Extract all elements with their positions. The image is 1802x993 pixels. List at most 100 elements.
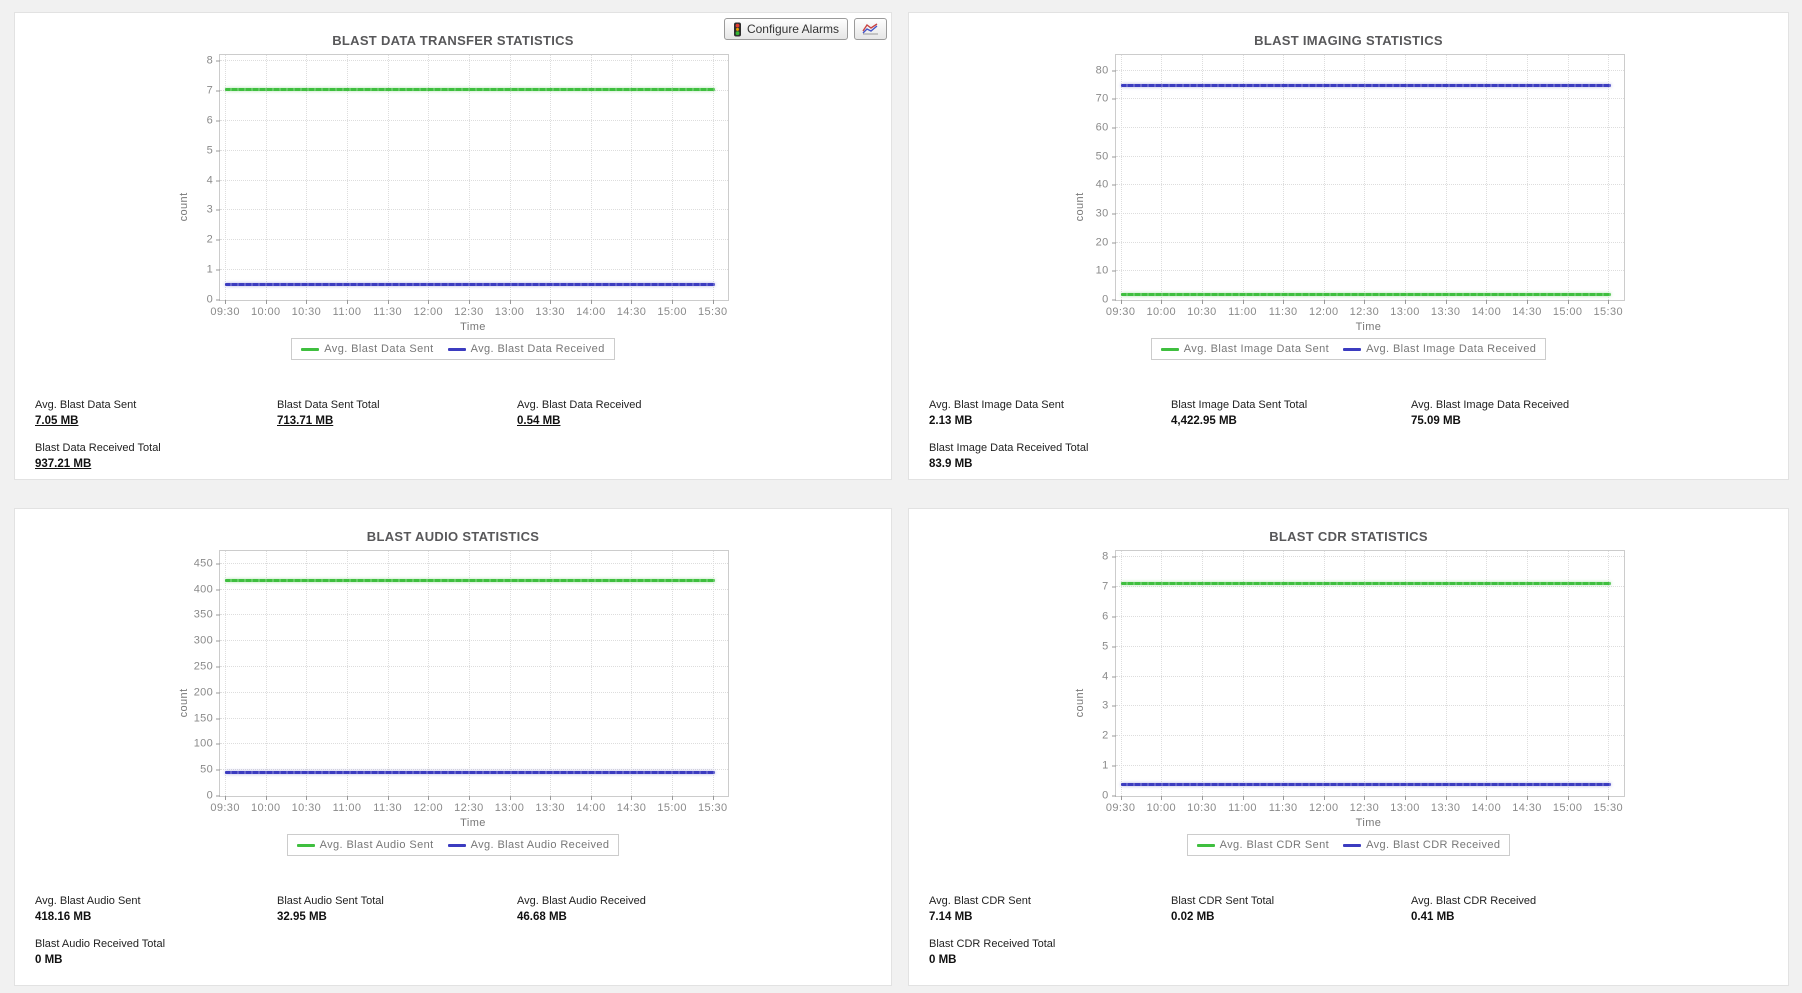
stat-value[interactable]: 713.71 MB bbox=[277, 415, 334, 427]
legend-swatch bbox=[1343, 347, 1362, 351]
stat-value[interactable]: 0.54 MB bbox=[517, 415, 561, 427]
x-tick-label: 09:30 bbox=[210, 802, 240, 814]
y-gridline bbox=[220, 769, 728, 771]
x-gridline bbox=[1161, 551, 1163, 796]
x-tick-label: 10:30 bbox=[291, 802, 322, 814]
x-tick bbox=[1242, 300, 1244, 304]
stat: Blast Image Data Sent Total 4,422.95 MB bbox=[1171, 399, 1411, 427]
stat: Avg. Blast Image Data Sent 2.13 MB bbox=[929, 399, 1171, 427]
panel-blast-cdr: BLAST CDR STATISTICS count 0 1 2 3 4 5 6 7 8 09:3… bbox=[908, 508, 1789, 986]
y-tick bbox=[216, 769, 220, 771]
y-gridline bbox=[1115, 127, 1624, 129]
stat-value: 0 MB bbox=[35, 954, 63, 966]
x-tick bbox=[509, 796, 511, 800]
x-tick bbox=[1242, 796, 1244, 800]
x-axis-label: Time bbox=[1355, 321, 1382, 333]
legend-swatch bbox=[1196, 843, 1215, 847]
chart-plot-area: count 0 1 2 3 4 5 6 7 8 09:30 10:00 10:30 11:00 11:30… bbox=[178, 54, 729, 318]
stat-value[interactable]: 7.05 MB bbox=[35, 415, 79, 427]
x-tick bbox=[1283, 300, 1285, 304]
x-tick bbox=[347, 796, 348, 800]
y-gridline bbox=[220, 640, 728, 642]
x-tick-label: 15:00 bbox=[657, 802, 687, 814]
stat-label: Avg. Blast CDR Sent bbox=[929, 895, 1031, 907]
stat-value: 418.16 MB bbox=[35, 911, 92, 923]
x-tick bbox=[672, 796, 674, 800]
y-tick bbox=[216, 589, 220, 591]
x-tick-label: 14:00 bbox=[576, 306, 606, 318]
y-gridline bbox=[220, 239, 728, 241]
x-gridline bbox=[1364, 551, 1366, 796]
stats-section: Avg. Blast CDR Sent 7.14 MB Blast CDR Sent… bbox=[929, 895, 1768, 966]
x-tick-label: 10:30 bbox=[1187, 802, 1217, 814]
x-tick-label: 11:30 bbox=[1268, 306, 1298, 318]
y-tick bbox=[216, 299, 220, 301]
chart-view-button[interactable] bbox=[854, 18, 887, 40]
legend-entry: Avg. Blast Data Sent bbox=[301, 343, 433, 355]
stats-section: Avg. Blast Data Sent 7.05 MB Blast Data Se… bbox=[35, 399, 871, 470]
x-tick bbox=[306, 300, 308, 304]
legend-box: Avg. Blast CDR Sent Avg. Blast CDR Receiv… bbox=[1186, 834, 1511, 856]
x-tick bbox=[1364, 796, 1366, 800]
stat-label: Avg. Blast Audio Received bbox=[517, 895, 646, 907]
y-gridline bbox=[1115, 184, 1624, 186]
stat: Avg. Blast CDR Sent 7.14 MB bbox=[929, 895, 1171, 923]
x-gridline bbox=[1323, 55, 1325, 300]
chart-legend: Avg. Blast CDR Sent Avg. Blast CDR Receiv… bbox=[1069, 834, 1629, 856]
y-gridline bbox=[220, 691, 728, 693]
x-tick-label: 12:00 bbox=[1309, 306, 1339, 318]
x-gridline bbox=[1445, 551, 1447, 796]
stat-value: 7.14 MB bbox=[929, 911, 973, 923]
stat: Blast CDR Sent Total 0.02 MB bbox=[1171, 895, 1411, 923]
y-tick bbox=[1111, 705, 1116, 707]
stat-value: 83.9 MB bbox=[929, 458, 973, 470]
stat-label: Blast CDR Received Total bbox=[929, 938, 1056, 950]
y-gridline bbox=[1115, 69, 1624, 71]
x-tick-label: 14:30 bbox=[616, 306, 647, 318]
stat-value[interactable]: 937.21 MB bbox=[35, 458, 92, 470]
x-tick-label: 09:30 bbox=[1105, 306, 1136, 318]
y-tick bbox=[216, 692, 220, 694]
y-gridline bbox=[220, 209, 728, 211]
x-tick bbox=[1526, 300, 1528, 304]
x-gridline bbox=[509, 55, 511, 300]
y-tick-label: 3 bbox=[206, 203, 213, 216]
y-tick-label: 7 bbox=[206, 84, 213, 97]
x-gridline bbox=[550, 551, 552, 796]
stat-label: Blast Audio Received Total bbox=[35, 938, 166, 950]
y-tick bbox=[216, 239, 220, 241]
legend-label: Avg. Blast Audio Received bbox=[470, 839, 610, 851]
stat: Avg. Blast CDR Received 0.41 MB bbox=[1411, 895, 1768, 923]
legend-swatch bbox=[447, 347, 466, 351]
y-tick bbox=[1111, 586, 1116, 588]
y-tick-label: 350 bbox=[193, 608, 213, 621]
y-tick bbox=[1111, 242, 1116, 244]
x-tick-label: 15:00 bbox=[1552, 802, 1583, 814]
stat: Avg. Blast Data Sent 7.05 MB bbox=[35, 399, 277, 427]
y-gridline bbox=[1115, 98, 1624, 100]
y-tick-label: 0 bbox=[1102, 789, 1109, 802]
x-gridline bbox=[712, 55, 714, 300]
chart-block: BLAST IMAGING STATISTICS count 0 10 20 30 40… bbox=[1069, 33, 1629, 360]
y-tick-label: 4 bbox=[1102, 670, 1109, 682]
x-tick bbox=[1405, 796, 1407, 800]
x-tick bbox=[1323, 796, 1325, 800]
x-gridline bbox=[672, 551, 674, 796]
dashboard-grid: Configure Alarms BLAST DATA TRANSFER STA… bbox=[14, 12, 1789, 986]
stat-label: Avg. Blast Image Data Sent bbox=[929, 399, 1064, 411]
y-tick bbox=[216, 120, 220, 122]
y-gridline bbox=[220, 119, 728, 121]
configure-alarms-button[interactable]: Configure Alarms bbox=[723, 18, 848, 40]
legend-box: Avg. Blast Audio Sent Avg. Blast Audio Re… bbox=[286, 834, 620, 856]
stat-label: Blast Image Data Received Total bbox=[929, 442, 1089, 454]
x-tick bbox=[387, 300, 389, 304]
x-tick bbox=[1567, 300, 1569, 304]
legend-box: Avg. Blast Image Data Sent Avg. Blast Ima… bbox=[1150, 338, 1547, 360]
y-gridline bbox=[1115, 213, 1624, 215]
x-tick-label: 13:30 bbox=[1430, 306, 1461, 318]
y-gridline bbox=[220, 614, 728, 616]
x-tick-label: 14:00 bbox=[576, 802, 606, 814]
x-gridline bbox=[468, 551, 470, 796]
y-tick-label: 150 bbox=[193, 712, 213, 725]
